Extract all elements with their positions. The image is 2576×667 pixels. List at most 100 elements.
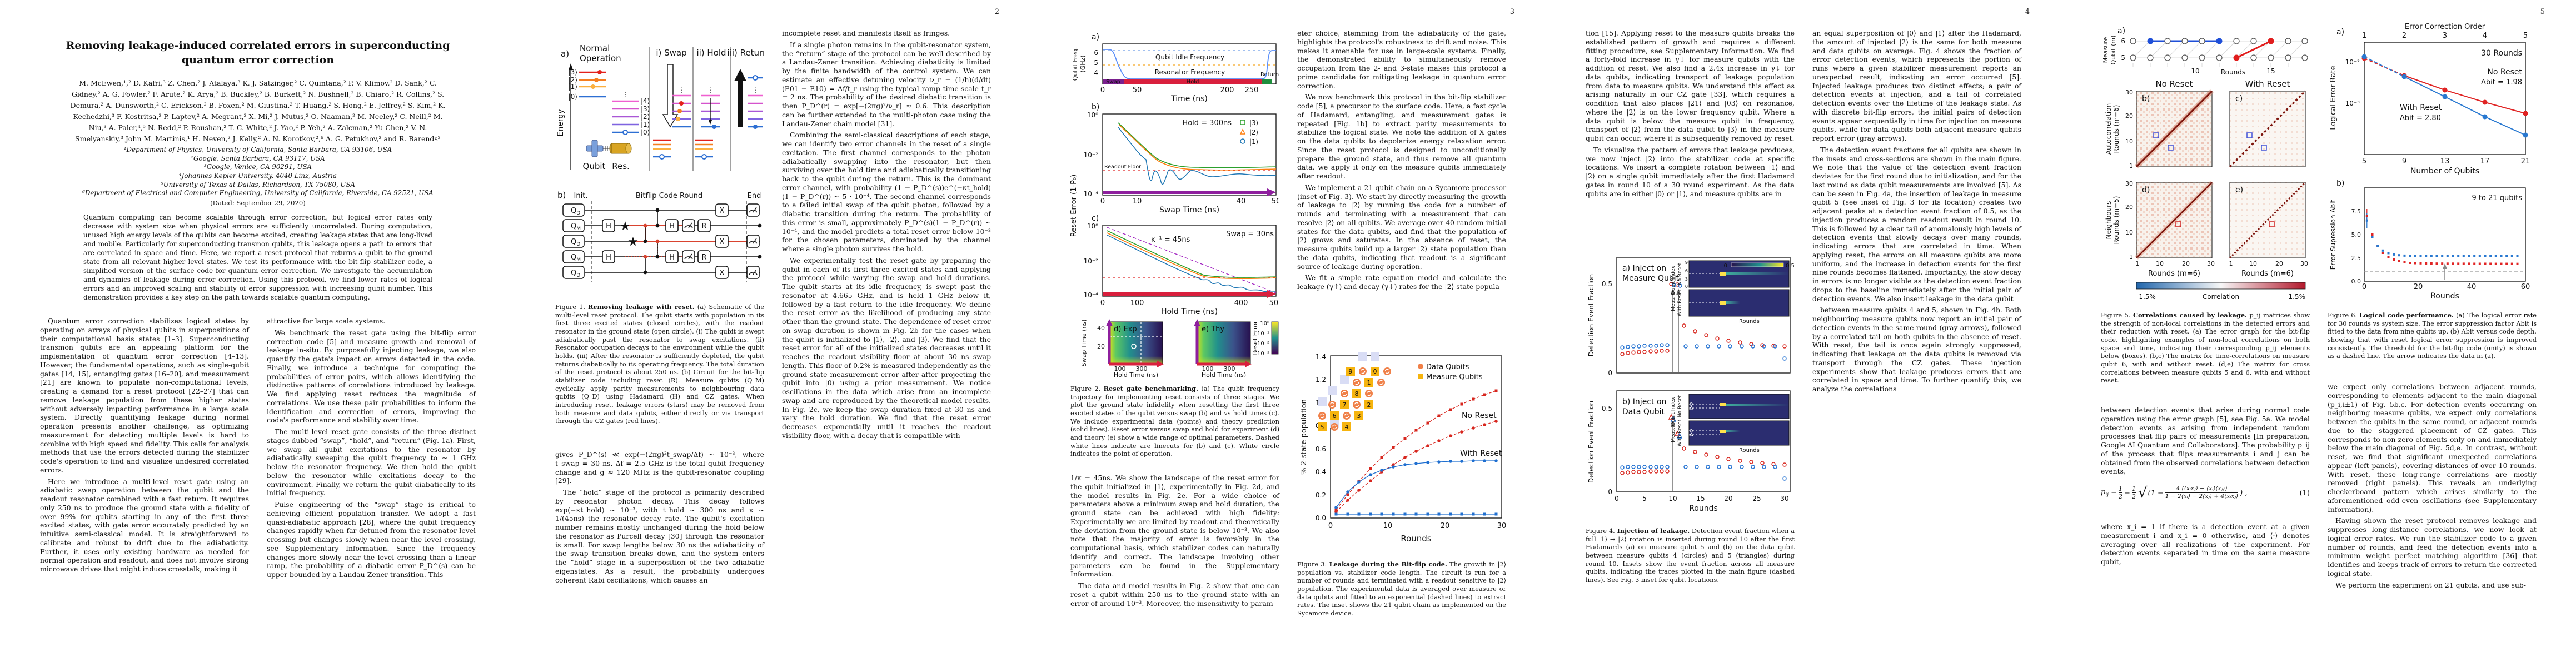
svg-text:3: 3: [1357, 412, 1361, 420]
svg-text:2.5: 2.5: [2351, 255, 2361, 262]
svg-text:H: H: [669, 222, 675, 231]
svg-text:R: R: [701, 222, 706, 231]
column-right: incomplete reset and manifests itself as…: [782, 29, 991, 443]
svg-text:|0⟩: |0⟩: [641, 128, 650, 136]
svg-text:10⁰: 10⁰: [1087, 111, 1098, 119]
page-2: 2 a) Normal Operation Energy |3⟩ |2⟩ |1⟩…: [515, 0, 1030, 667]
svg-text:QM: QM: [571, 222, 581, 232]
svg-text:4: 4: [1094, 69, 1098, 77]
svg-text:Reset Error: Reset Error: [1252, 321, 1259, 355]
svg-text:1.4: 1.4: [1316, 353, 1326, 361]
svg-text:X: X: [720, 238, 725, 246]
svg-text:Rounds: Rounds: [1689, 504, 1718, 513]
svg-text:Measure: Measure: [2102, 37, 2109, 63]
paragraph: If a single photon remains in the qubit-…: [782, 40, 991, 128]
paragraph: We benchmark the reset gate using the bi…: [267, 328, 476, 425]
svg-text:5: 5: [1321, 424, 1324, 431]
svg-text:60: 60: [2521, 283, 2530, 291]
svg-text:10: 10: [2191, 67, 2199, 75]
svg-text:1.5%: 1.5%: [2289, 293, 2306, 301]
svg-text:Rounds (m=6): Rounds (m=6): [2148, 270, 2200, 278]
svg-text:|4⟩: |4⟩: [641, 97, 650, 105]
paragraph: We fit a simple rate equation model and …: [1297, 273, 1506, 291]
figure1-panel-a: a) Normal Operation Energy |3⟩ |2⟩ |1⟩ |…: [556, 43, 764, 171]
paragraph: We experimentally test the reset gate by…: [782, 256, 991, 440]
affiliations: ¹Department of Physics, University of Ca…: [51, 146, 465, 198]
svg-text:5: 5: [2523, 32, 2528, 40]
svg-text:500: 500: [1269, 299, 1279, 307]
svg-text:300: 300: [1136, 365, 1148, 372]
svg-text:5: 5: [1094, 59, 1098, 67]
svg-text:0.6: 0.6: [1316, 445, 1326, 453]
svg-text:0: 0: [1685, 284, 1688, 289]
svg-text:20: 20: [1097, 343, 1105, 350]
paragraph: an equal superposition of |0⟩ and |1⟩ af…: [1812, 29, 2021, 142]
svg-text:0.: 0.: [1723, 263, 1729, 269]
svg-text:No Reset: No Reset: [1677, 395, 1683, 417]
page-4: 4 tion [15]. Applying reset to the measu…: [1546, 0, 2061, 667]
svg-text:d) Exp: d) Exp: [1114, 325, 1137, 334]
paragraph: Quantum error correction stabilizes logi…: [40, 317, 249, 474]
svg-text:30: 30: [2207, 260, 2215, 267]
figure5-matrices: b) c) d) e): [2134, 89, 2306, 260]
paragraph: gives P_D^(s) ≪ exp(−(2πg)²t_swap/Δf) ~ …: [555, 450, 764, 485]
svg-text:50: 50: [1272, 197, 1279, 206]
svg-text:6: 6: [1685, 268, 1688, 273]
svg-text:b) Inject on: b) Inject on: [1622, 397, 1666, 406]
svg-text:|2⟩: |2⟩: [641, 113, 650, 121]
paragraph: we expect only correlations between adja…: [2328, 382, 2537, 514]
paragraph: 1/κ = 45ns. We show the landscape of the…: [1070, 474, 1279, 579]
svg-text:No Reset: No Reset: [2155, 79, 2193, 89]
svg-text:e): e): [2235, 186, 2243, 195]
figure3-caption: Figure 3. Leakage during the Bit-flip co…: [1297, 560, 1506, 618]
svg-text:X: X: [720, 207, 725, 215]
svg-text:|3⟩: |3⟩: [641, 105, 650, 113]
svg-text:10⁰: 10⁰: [1260, 321, 1269, 327]
svg-text:10: 10: [2125, 138, 2133, 145]
svg-text:9: 9: [2402, 157, 2406, 166]
svg-text:|3⟩: |3⟩: [1249, 119, 1258, 127]
svg-text:5: 5: [2362, 157, 2366, 166]
paragraph: ²Google, Santa Barbara, CA 93117, USA: [191, 154, 325, 162]
page-number: 5: [2540, 8, 2545, 16]
svg-text:Normal: Normal: [580, 43, 610, 53]
svg-text:Init.: Init.: [574, 192, 588, 200]
svg-text:Rounds (m=5): Rounds (m=5): [2112, 196, 2120, 245]
svg-text:Resonator Frequency: Resonator Frequency: [1155, 68, 1225, 76]
svg-text:100: 100: [1130, 299, 1144, 307]
svg-text:Rounds (m=6): Rounds (m=6): [2112, 105, 2120, 153]
svg-text:30: 30: [2125, 180, 2133, 187]
paragraph: Niu,³ A. Paler,⁴,⁵ N. Redd,² P. Roushan,…: [88, 123, 427, 132]
svg-text:|3⟩: |3⟩: [569, 68, 577, 76]
svg-text:10⁻²: 10⁻²: [1084, 151, 1099, 159]
svg-text:Detection Event Fraction: Detection Event Fraction: [1587, 401, 1595, 483]
svg-text:0: 0: [1608, 369, 1612, 377]
svg-text:0.0: 0.0: [2351, 278, 2361, 285]
svg-text:H: H: [669, 253, 675, 262]
svg-text:20: 20: [1724, 495, 1732, 502]
figure1-caption: Figure 1. Removing leakage with reset. (…: [555, 303, 764, 426]
svg-text:2: 2: [2402, 32, 2406, 40]
svg-text:Rounds: Rounds: [1739, 318, 1760, 325]
column-right: eter choice, stemming from the adiabatic…: [1297, 29, 1506, 294]
svg-text:% 2-state population: % 2-state population: [1300, 399, 1308, 475]
svg-text:0: 0: [1100, 197, 1105, 206]
svg-text:Qubit: Qubit: [583, 161, 606, 171]
svg-text:10⁻¹: 10⁻¹: [1257, 331, 1269, 337]
figure4-inset-b: No Reset With Reset Meas. Qubit Index Ro…: [1671, 394, 1790, 454]
svg-text:15: 15: [1696, 495, 1705, 502]
svg-text:400: 400: [1234, 299, 1248, 307]
svg-text:7.5: 7.5: [2351, 208, 2361, 215]
svg-text:b): b): [557, 190, 566, 200]
svg-text:Rounds: Rounds: [1401, 534, 1431, 544]
svg-text:|1⟩: |1⟩: [1249, 138, 1258, 146]
svg-text:0: 0: [1328, 522, 1333, 530]
svg-text:Qubit Idle Frequency: Qubit Idle Frequency: [1155, 53, 1224, 61]
svg-text:|1⟩: |1⟩: [641, 121, 650, 128]
svg-text:7: 7: [1343, 401, 1347, 409]
figure6-caption: Figure 6. Logical code performance. (a) …: [2328, 311, 2537, 360]
svg-text:40: 40: [2467, 283, 2477, 291]
svg-text:Rounds: Rounds: [2221, 68, 2245, 76]
svg-text:Qubit (m): Qubit (m): [2110, 36, 2117, 65]
svg-text:1: 1: [2362, 32, 2366, 40]
